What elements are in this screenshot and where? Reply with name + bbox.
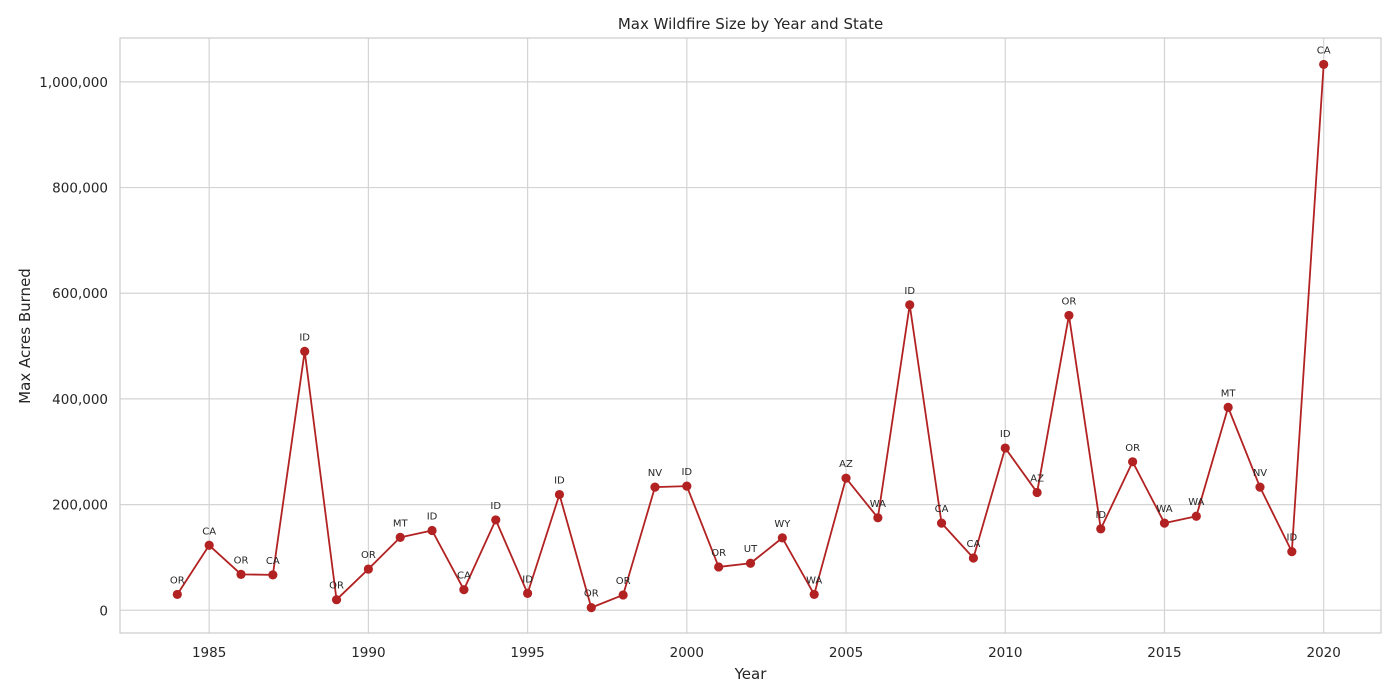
data-point — [1287, 547, 1297, 557]
data-label: UT — [744, 544, 758, 555]
data-point — [1128, 457, 1138, 467]
x-tick-label: 1990 — [351, 645, 385, 661]
data-point — [427, 525, 437, 536]
data-label: MT — [1221, 388, 1237, 399]
x-axis-ticks: 1985 1990 1995 2000 2005 2010 2015 2020 — [192, 645, 1341, 661]
data-label: ID — [427, 511, 438, 522]
x-tick-label: 1995 — [510, 645, 544, 661]
data-label: OR — [1062, 296, 1077, 307]
data-point — [1319, 59, 1329, 70]
data-point — [841, 473, 851, 483]
data-point — [1255, 482, 1265, 492]
data-point — [809, 589, 819, 600]
data-label: ID — [490, 501, 501, 512]
x-tick-label: 2010 — [988, 645, 1022, 661]
data-label: ID — [1287, 533, 1298, 544]
data-point — [1032, 487, 1042, 498]
data-label: ID — [904, 286, 915, 297]
data-point — [873, 513, 883, 523]
data-point — [968, 553, 979, 563]
data-label: WA — [806, 575, 822, 586]
x-tick-label: 2000 — [670, 645, 704, 661]
data-label: OR — [584, 589, 599, 600]
data-point — [172, 589, 182, 600]
data-point — [1159, 518, 1170, 528]
data-point — [936, 518, 947, 528]
data-label: NV — [1253, 468, 1267, 479]
data-label: OR — [361, 550, 376, 561]
data-label: NV — [648, 468, 662, 479]
data-label: CA — [935, 504, 949, 515]
data-label: AZ — [839, 459, 853, 470]
data-point — [491, 515, 501, 525]
data-label: OR — [616, 576, 631, 587]
data-point — [1064, 310, 1074, 321]
data-label: WA — [870, 499, 886, 510]
data-point — [618, 590, 628, 600]
gridlines — [120, 38, 1381, 633]
x-axis-label: Year — [734, 665, 768, 683]
chart-title: Max Wildfire Size by Year and State — [618, 15, 883, 33]
data-point — [331, 595, 342, 605]
y-tick-label: 200,000 — [52, 498, 108, 514]
data-point — [682, 481, 692, 491]
data-label: MT — [393, 518, 409, 529]
y-tick-label: 600,000 — [52, 286, 108, 302]
data-label: WA — [1156, 504, 1172, 515]
data-point — [268, 570, 278, 580]
data-point — [1096, 524, 1106, 534]
data-point — [395, 532, 405, 542]
plot-area-frame — [119, 37, 1382, 634]
data-label: CA — [266, 556, 280, 567]
data-label: ID — [1000, 429, 1011, 440]
data-point — [745, 558, 756, 568]
data-point — [363, 564, 373, 574]
data-point — [586, 603, 596, 613]
series-line — [176, 64, 1325, 609]
data-label: OR — [711, 548, 726, 559]
data-point — [1000, 443, 1010, 453]
x-tick-label: 1985 — [192, 645, 226, 661]
y-axis-ticks: 0 200,000 400,000 600,000 800,000 1,000,000 — [39, 75, 108, 619]
x-tick-label: 2005 — [829, 645, 863, 661]
data-label: ID — [522, 574, 533, 585]
data-point — [650, 482, 660, 492]
data-point — [1191, 511, 1201, 521]
series-layer: OR CA OR CA ID OR OR MT ID CA ID ID ID OR OR NV ID OR UT WY… — [170, 45, 1331, 613]
data-label: WA — [1188, 497, 1204, 508]
data-label: ID — [299, 332, 310, 343]
data-point — [522, 588, 533, 598]
data-label: ID — [554, 476, 565, 487]
data-label: CA — [1317, 45, 1331, 56]
data-point — [1223, 402, 1233, 412]
x-tick-label: 2020 — [1307, 645, 1341, 661]
y-axis-label: Max Acres Burned — [16, 268, 34, 404]
data-point — [714, 562, 724, 572]
y-tick-label: 400,000 — [52, 392, 108, 408]
data-point — [459, 585, 469, 595]
data-point — [777, 533, 787, 543]
data-point — [554, 489, 565, 500]
data-point — [300, 346, 310, 356]
data-label: ID — [681, 467, 692, 478]
y-tick-label: 1,000,000 — [39, 75, 108, 91]
data-label: OR — [234, 555, 249, 566]
data-label: OR — [329, 581, 344, 592]
data-label: CA — [966, 539, 980, 550]
x-tick-label: 2015 — [1147, 645, 1181, 661]
data-label: ID — [1095, 510, 1106, 521]
y-tick-label: 0 — [99, 603, 108, 619]
data-label: CA — [457, 571, 471, 582]
data-label: AZ — [1030, 473, 1044, 484]
data-label: OR — [1125, 443, 1140, 454]
data-label: OR — [170, 575, 185, 586]
y-tick-label: 800,000 — [52, 181, 108, 197]
data-point — [905, 300, 915, 310]
data-point — [236, 569, 246, 579]
data-point — [204, 540, 214, 550]
data-label: CA — [202, 526, 216, 537]
data-label: WY — [774, 519, 791, 530]
